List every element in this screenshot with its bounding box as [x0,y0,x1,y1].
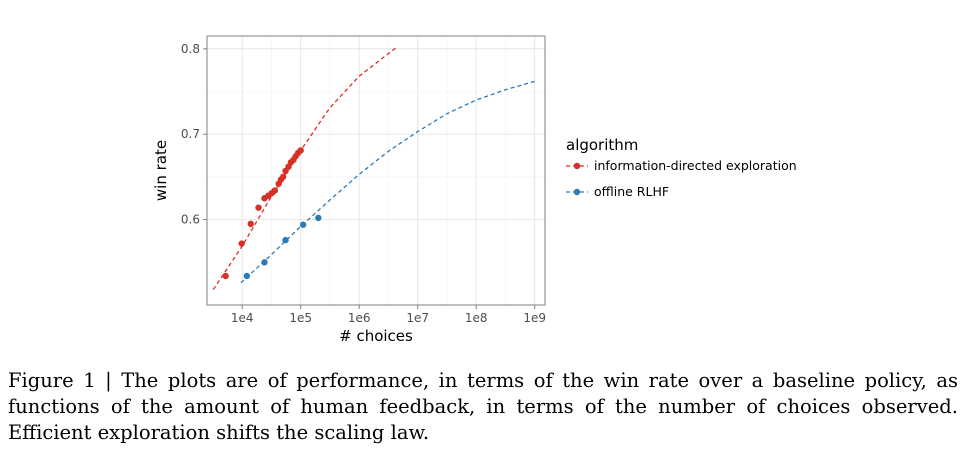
x-tick-label: 1e8 [465,311,488,325]
data-point [261,259,268,266]
legend-entry-0: information-directed exploration [566,158,797,173]
series-1 [240,80,535,284]
data-point [255,204,262,211]
x-tick-label: 1e4 [231,311,254,325]
series-0 [212,47,397,290]
axes: 1e4 1e5 1e6 1e7 1e8 1e9 0.6 0.7 0.8 [181,42,546,325]
y-tick-label: 0.8 [181,42,200,56]
data-point [279,173,287,181]
x-tick-label: 1e6 [348,311,371,325]
x-tick-label: 1e7 [406,311,429,325]
x-axis-title: # choices [339,327,413,345]
legend-marker [573,188,581,196]
y-tick-label: 0.6 [181,213,200,227]
x-tick-label: 1e5 [289,311,312,325]
legend-marker [573,162,581,170]
legend-label: information-directed exploration [594,158,797,173]
fit-line [240,80,535,284]
data-point [315,214,322,222]
figure: 1e4 1e5 1e6 1e7 1e8 1e9 0.6 0.7 0.8 # choices wi… [152,35,797,345]
win-rate-chart: 1e4 1e5 1e6 1e7 1e8 1e9 0.6 0.7 0.8 # choices wi… [152,35,797,345]
data-point [222,272,229,280]
data-point [238,240,245,247]
data-point [243,272,251,280]
y-tick-label: 0.7 [181,127,200,141]
data-point [247,220,254,228]
data-point [299,221,307,228]
y-axis-title: win rate [152,140,170,201]
legend-title: algorithm [566,136,638,154]
grid [207,36,545,305]
series-layer [212,47,535,290]
legend-label: offline RLHF [594,184,669,199]
legend-entry-1: offline RLHF [566,184,669,199]
data-point [297,147,304,154]
legend: algorithm information-directed explorati… [566,136,797,199]
plot-panel-border [206,35,546,306]
x-tick-label: 1e9 [523,311,546,325]
figure-caption: Figure 1 | The plots are of performance,… [8,369,958,444]
data-point [282,236,289,244]
data-point [271,187,278,194]
plot-panel [207,36,545,305]
